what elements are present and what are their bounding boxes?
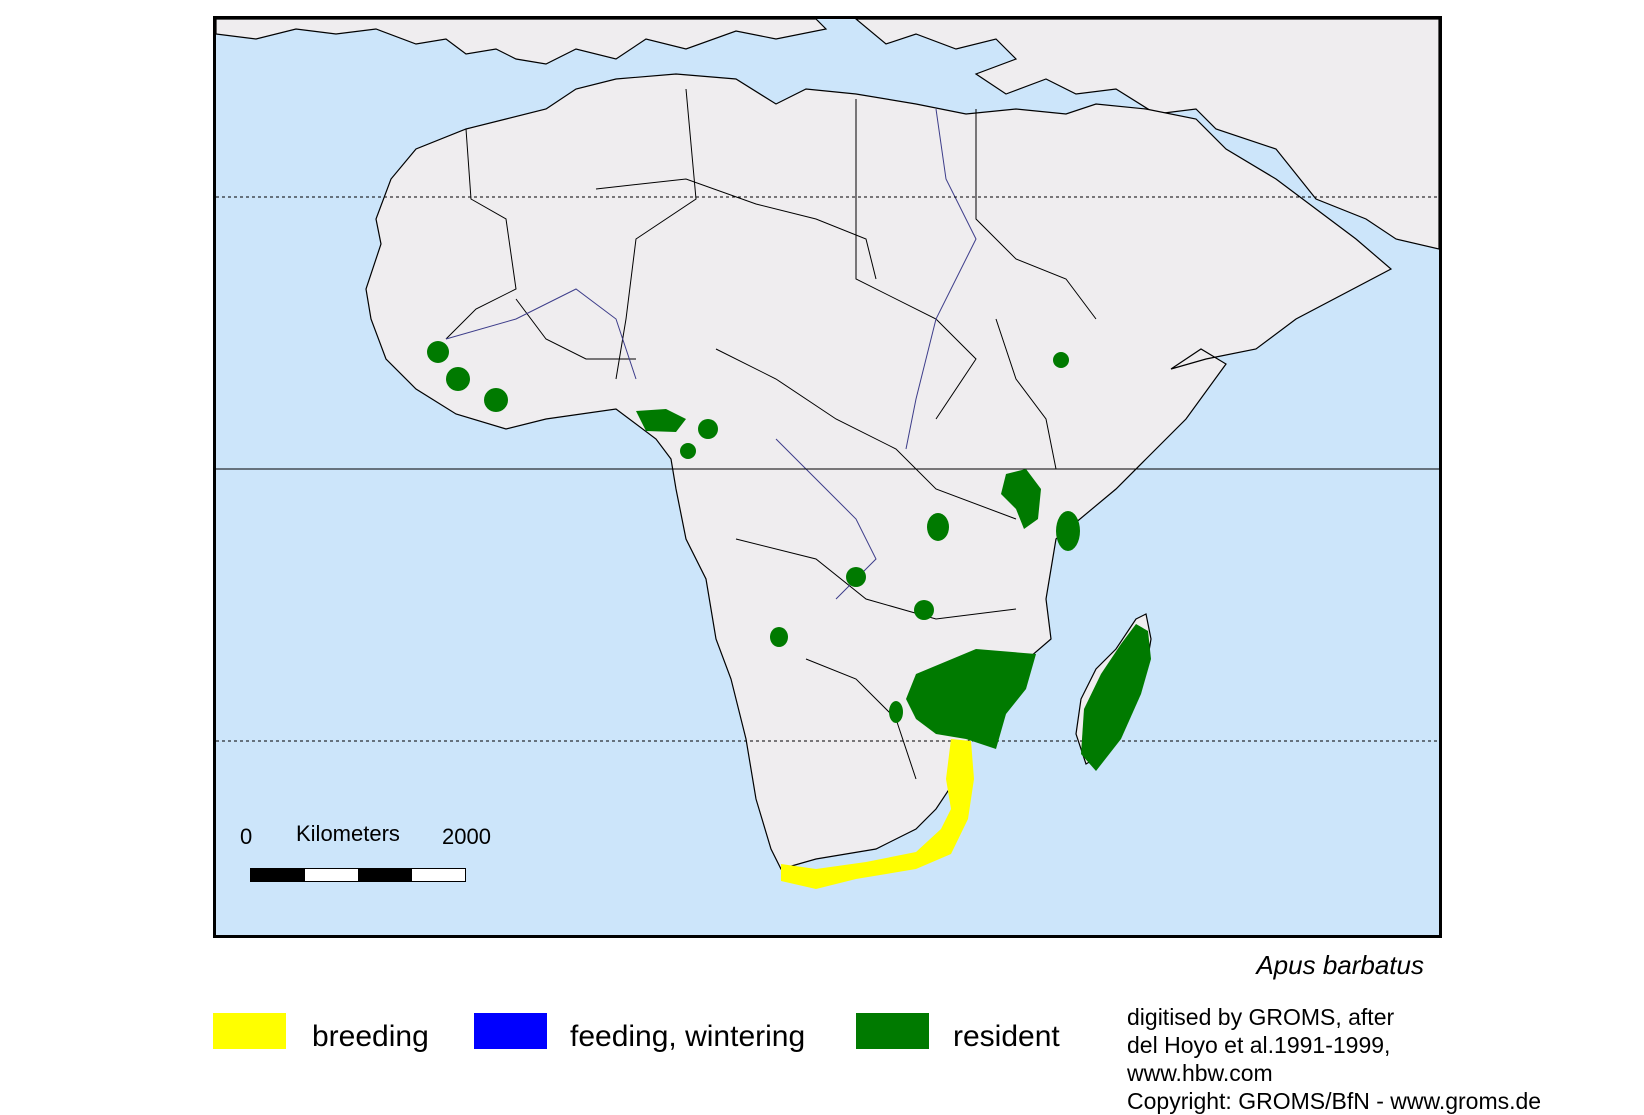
resident-area: [698, 419, 718, 439]
resident-area: [1053, 352, 1069, 368]
breeding-area: [781, 739, 974, 889]
country-border: [735, 538, 1017, 620]
credit-line: del Hoyo et al.1991-1999,: [1127, 1032, 1391, 1058]
legend-swatch-breeding: [213, 1013, 286, 1049]
resident-area: [846, 567, 866, 587]
balkans-turkey-landmass: [855, 19, 1439, 250]
resident-area: [427, 341, 449, 363]
resident-area: [1001, 469, 1041, 529]
legend-swatch-resident: [856, 1013, 929, 1049]
resident-area: [446, 367, 470, 391]
credit-line: www.hbw.com: [1127, 1060, 1273, 1086]
resident-area: [914, 600, 934, 620]
map-frame: 0 Kilometers 2000: [213, 16, 1442, 938]
resident-area: [889, 701, 903, 723]
resident-area: [1081, 624, 1151, 771]
scale-start-label: 0: [240, 824, 253, 849]
country-border: [975, 109, 1097, 320]
country-border: [715, 348, 1017, 520]
country-border: [445, 128, 517, 340]
legend-label-feeding: feeding, wintering: [570, 1020, 806, 1053]
resident-range: [427, 341, 1151, 771]
credit-line: Copyright: GROMS/BfN - www.groms.de: [1127, 1088, 1542, 1114]
resident-area: [484, 388, 508, 412]
credit-line: digitised by GROMS, after: [1127, 1004, 1395, 1030]
scale-end-label: 2000: [442, 824, 491, 849]
species-name: Apus barbatus: [1256, 950, 1424, 980]
country-border: [805, 658, 917, 780]
resident-area: [636, 409, 686, 432]
scale-segment: [411, 869, 465, 881]
latitude-lines: [216, 196, 1439, 742]
credits: digitised by GROMS, after del Hoyo et al…: [1127, 1003, 1541, 1115]
europe-landmass: [216, 19, 828, 65]
resident-area: [680, 443, 696, 459]
country-border: [995, 318, 1057, 470]
legend-label-breeding: breeding: [312, 1020, 429, 1053]
breeding-range: [781, 739, 974, 889]
scale-bar: [250, 868, 466, 882]
resident-area: [1056, 511, 1080, 551]
legend-label-resident: resident: [953, 1020, 1060, 1053]
country-border: [595, 178, 877, 280]
africa-landmass: [365, 73, 1393, 870]
scale-segment: [358, 869, 412, 881]
resident-area: [906, 649, 1036, 749]
resident-area: [927, 513, 949, 541]
scale-segment: [304, 869, 358, 881]
country-border: [515, 298, 636, 360]
river: [445, 288, 637, 380]
scale-segment: [251, 869, 305, 881]
river: [905, 108, 977, 450]
legend-swatch-feeding: [474, 1013, 547, 1049]
border-layer: [445, 88, 1097, 780]
scale-unit-label: Kilometers: [296, 821, 400, 846]
range-map: [216, 19, 1439, 889]
resident-area: [770, 627, 788, 647]
